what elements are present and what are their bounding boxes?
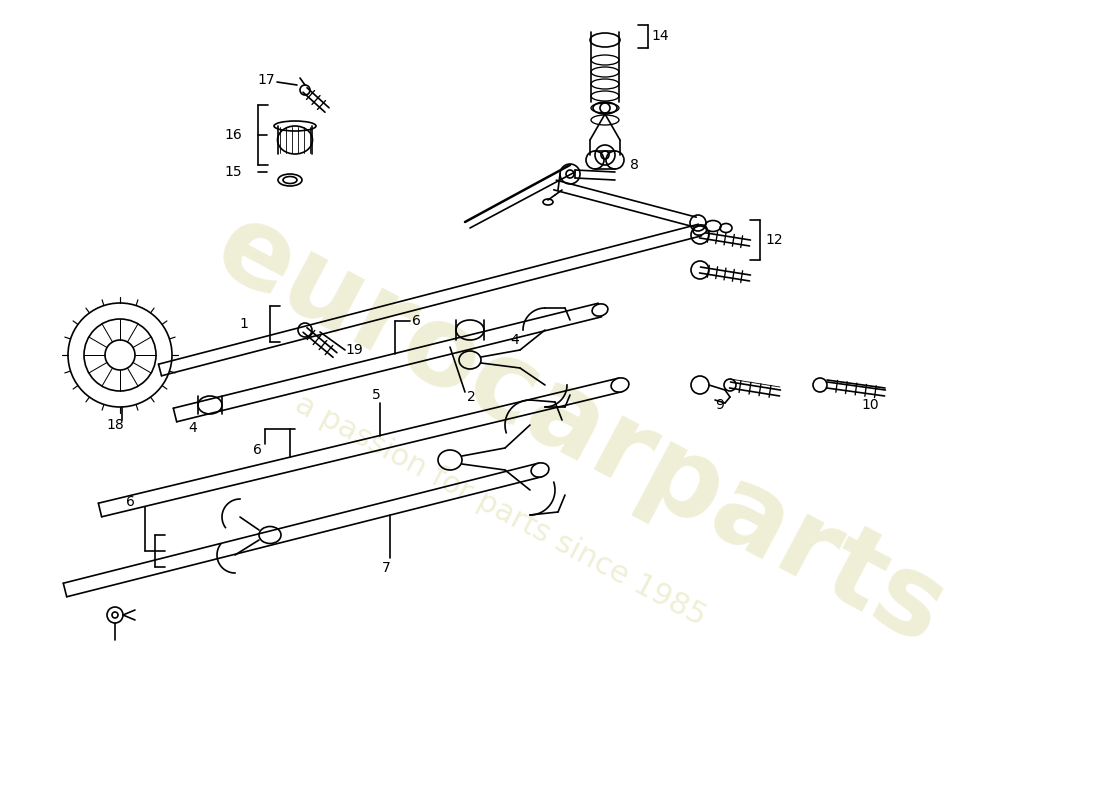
Text: 6: 6 [412,314,421,328]
Text: 6: 6 [125,495,134,509]
Text: 4: 4 [188,421,197,435]
Text: 17: 17 [257,73,275,87]
Text: 14: 14 [651,29,669,43]
Text: 6: 6 [253,443,262,458]
Text: eurocarparts: eurocarparts [197,193,962,667]
Text: 15: 15 [224,165,242,179]
Text: 5: 5 [372,388,381,402]
Text: 19: 19 [345,343,363,357]
Text: 9: 9 [716,398,725,412]
Text: 12: 12 [764,233,782,247]
Text: 2: 2 [468,390,475,404]
Text: 16: 16 [224,128,242,142]
Ellipse shape [612,378,629,392]
Text: 4: 4 [510,333,519,347]
Text: 7: 7 [382,561,390,575]
Text: 8: 8 [630,158,639,172]
Ellipse shape [693,225,707,235]
Ellipse shape [592,304,608,316]
Text: 10: 10 [861,398,879,412]
Text: 1: 1 [239,317,248,330]
Text: 18: 18 [106,418,124,432]
Ellipse shape [531,463,549,477]
Text: a passion for parts since 1985: a passion for parts since 1985 [289,389,711,631]
